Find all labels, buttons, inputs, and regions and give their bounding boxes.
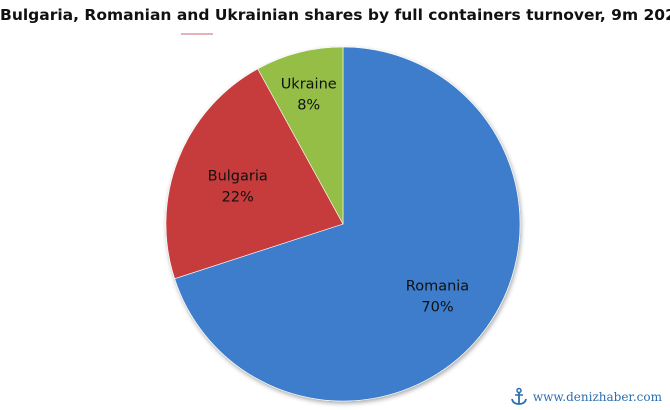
slice-label-ukraine: Ukraine [281,76,337,92]
slice-value-bulgaria: 22% [222,189,254,205]
watermark: www.denizhaber.com [509,387,662,407]
spell-check-underline [181,33,213,35]
slice-value-romania: 70% [421,300,453,316]
pie-slice-ukraine [257,46,344,225]
pie-slice-bulgaria [165,68,344,280]
chart-title: Bulgaria, Romanian and Ukrainian shares … [0,6,670,24]
watermark-text: www.denizhaber.com [532,390,662,404]
slice-label-bulgaria: Bulgaria [208,168,268,184]
pie-slice-romania [174,46,521,402]
slice-value-ukraine: 8% [297,97,320,113]
anchor-icon [511,387,527,405]
slice-label-romania: Romania [406,279,469,295]
